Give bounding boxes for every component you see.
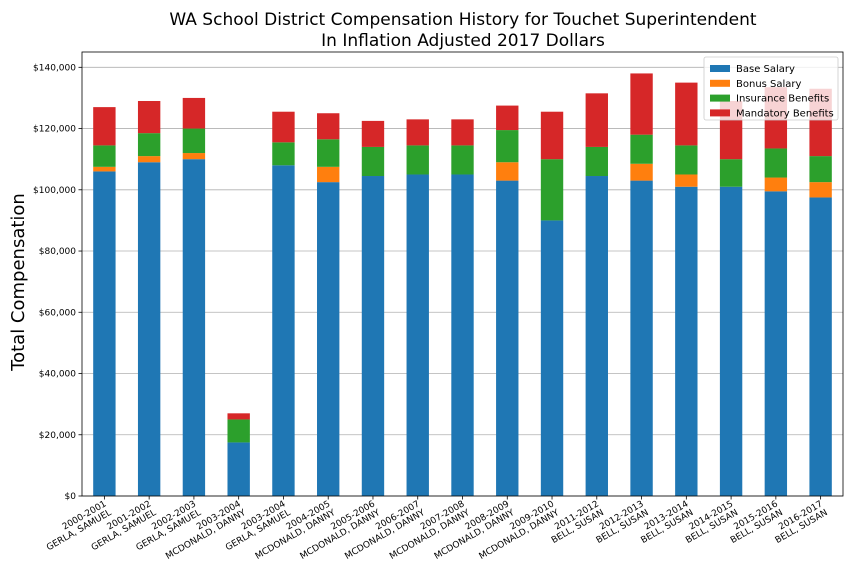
bar-segment-mandatory-benefits bbox=[272, 111, 295, 143]
legend-box bbox=[703, 56, 839, 121]
bar-segment-base-salary bbox=[272, 165, 295, 496]
bar-segment-base-salary bbox=[719, 186, 743, 497]
bar-segment-insurance-benefits bbox=[809, 156, 832, 183]
bar-segment-insurance-benefits bbox=[675, 145, 698, 175]
y-tick-label: $40,000 bbox=[39, 370, 76, 380]
bar-segment-insurance-benefits bbox=[182, 128, 206, 154]
bar-segment-mandatory-benefits bbox=[317, 113, 340, 140]
legend-label: Bonus Salary bbox=[736, 79, 802, 90]
bar-segment-base-salary bbox=[809, 197, 832, 496]
bar-segment-base-salary bbox=[227, 442, 250, 496]
legend: Base Salary Bonus Salary Insurance Benefit… bbox=[703, 56, 839, 121]
y-tick-label: $140,000 bbox=[33, 63, 76, 73]
bar-segment-bonus-salary bbox=[182, 153, 206, 160]
bar-segment-mandatory-benefits bbox=[630, 73, 653, 135]
bar-segment-mandatory-benefits bbox=[406, 119, 429, 146]
bar-segment-insurance-benefits bbox=[764, 148, 788, 178]
bar-segment-bonus-salary bbox=[137, 156, 161, 163]
y-tick-label: $80,000 bbox=[39, 247, 76, 257]
bar-segment-insurance-benefits bbox=[540, 159, 564, 221]
bar-segment-base-salary bbox=[630, 180, 653, 496]
bar-segment-base-salary bbox=[182, 159, 206, 496]
bar-segment-mandatory-benefits bbox=[585, 93, 608, 147]
y-tick-label: $120,000 bbox=[33, 125, 76, 135]
bars-group bbox=[93, 73, 832, 497]
y-tick-label: $60,000 bbox=[39, 308, 76, 318]
bar-segment-bonus-salary bbox=[764, 177, 788, 192]
bar-segment-base-salary bbox=[93, 171, 116, 496]
bar-segment-mandatory-benefits bbox=[675, 82, 698, 146]
bar-segment-base-salary bbox=[496, 180, 519, 496]
bar-segment-insurance-benefits bbox=[93, 145, 116, 167]
bar-segment-base-salary bbox=[137, 162, 161, 496]
bar-segment-bonus-salary bbox=[630, 163, 653, 181]
legend-swatch bbox=[710, 79, 730, 87]
chart-title: WA School District Compensation History … bbox=[169, 10, 757, 30]
bar-segment-mandatory-benefits bbox=[361, 120, 385, 147]
y-tick-label: $0 bbox=[65, 492, 77, 502]
bar-segment-base-salary bbox=[361, 176, 385, 496]
bar-segment-insurance-benefits bbox=[719, 159, 743, 187]
bar-segment-insurance-benefits bbox=[361, 146, 385, 177]
bar-segment-mandatory-benefits bbox=[451, 119, 474, 146]
bar-segment-base-salary bbox=[675, 186, 698, 497]
y-ticks: $0 $20,000 $40,000 $60,000 $80,000 $100,000 $1… bbox=[33, 63, 82, 502]
bar-segment-mandatory-benefits bbox=[93, 107, 116, 146]
bar-segment-mandatory-benefits bbox=[182, 97, 206, 129]
bar-segment-bonus-salary bbox=[496, 162, 519, 181]
bar-segment-insurance-benefits bbox=[227, 419, 250, 443]
legend-label: Base Salary bbox=[736, 64, 795, 75]
bar-segment-insurance-benefits bbox=[496, 130, 519, 163]
y-tick-label: $20,000 bbox=[39, 431, 76, 441]
y-tick-label: $100,000 bbox=[33, 186, 76, 196]
bar-segment-insurance-benefits bbox=[451, 145, 474, 175]
bar-segment-insurance-benefits bbox=[272, 142, 295, 166]
bar-segment-base-salary bbox=[585, 176, 608, 496]
legend-swatch bbox=[710, 65, 730, 72]
chart-subtitle: In Inflation Adjusted 2017 Dollars bbox=[321, 31, 605, 51]
bar-segment-mandatory-benefits bbox=[540, 111, 564, 160]
bar-segment-bonus-salary bbox=[675, 174, 698, 187]
legend-label: Mandatory Benefits bbox=[736, 108, 834, 119]
y-axis-label: Total Compensation bbox=[8, 193, 29, 372]
legend-swatch bbox=[710, 94, 730, 102]
bar-segment-mandatory-benefits bbox=[137, 100, 161, 134]
bar-segment-base-salary bbox=[540, 220, 564, 496]
bar-segment-base-salary bbox=[764, 191, 788, 496]
bar-segment-bonus-salary bbox=[93, 166, 116, 172]
bar-segment-base-salary bbox=[406, 174, 429, 496]
bar-segment-insurance-benefits bbox=[585, 146, 608, 177]
bar-segment-insurance-benefits bbox=[317, 139, 340, 167]
legend-swatch bbox=[710, 109, 730, 117]
title-group: WA School District Compensation History … bbox=[169, 10, 757, 51]
bar-segment-bonus-salary bbox=[809, 182, 832, 198]
bar-segment-insurance-benefits bbox=[406, 145, 429, 175]
bar-segment-bonus-salary bbox=[317, 166, 340, 183]
bar-segment-base-salary bbox=[317, 182, 340, 496]
bar-segment-insurance-benefits bbox=[630, 134, 653, 164]
bar-segment-insurance-benefits bbox=[137, 133, 161, 157]
bar-segment-mandatory-benefits bbox=[496, 105, 519, 131]
bar-segment-mandatory-benefits bbox=[227, 413, 250, 420]
legend-label: Insurance Benefits bbox=[736, 94, 829, 105]
bar-segment-base-salary bbox=[451, 174, 474, 496]
